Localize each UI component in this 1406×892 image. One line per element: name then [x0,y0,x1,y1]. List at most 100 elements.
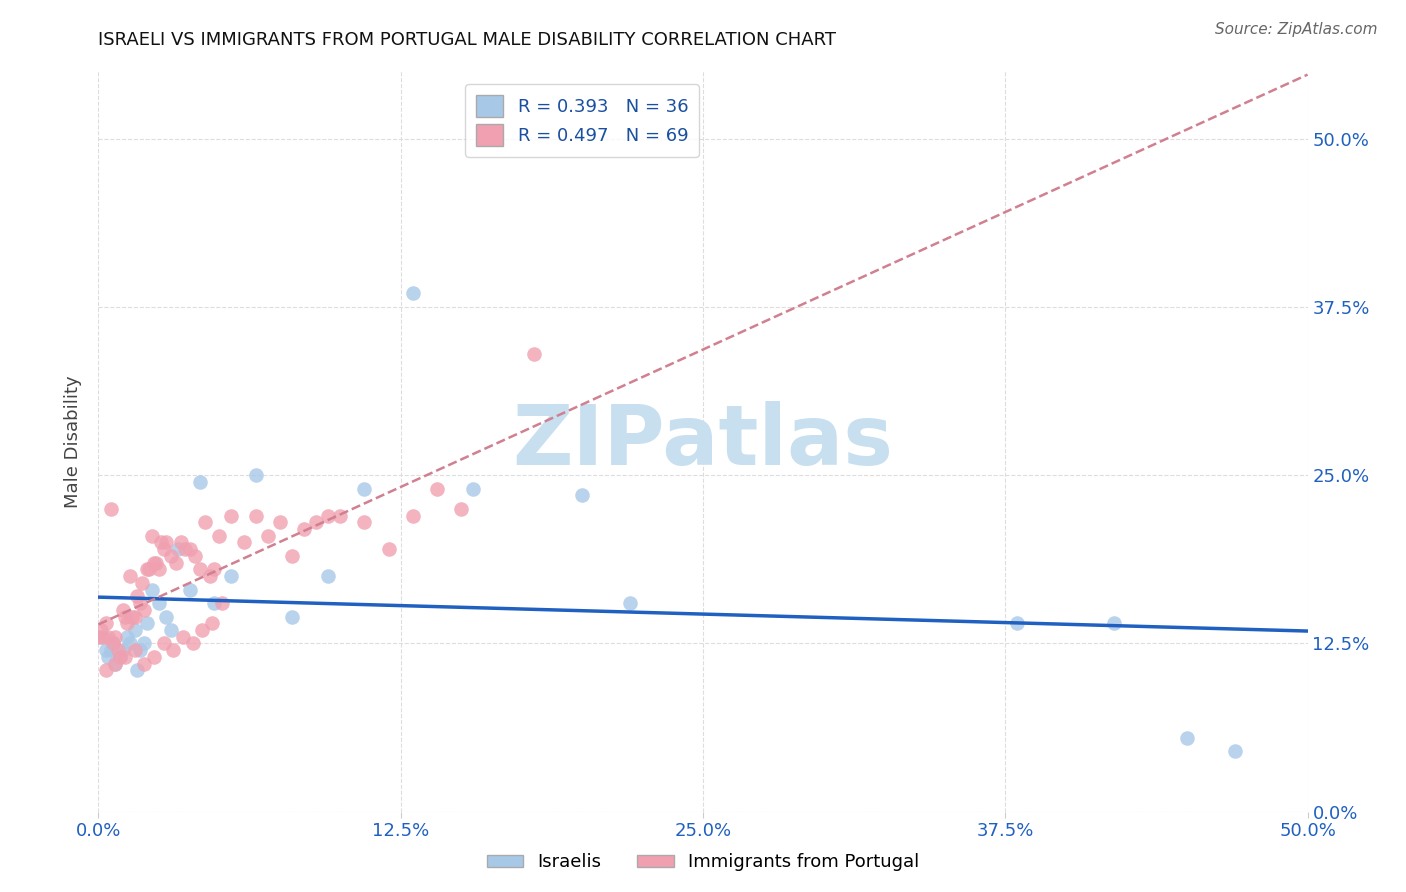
Point [111,643,134,657]
Point [124,623,146,637]
Point [221,508,243,523]
Point [292,522,315,536]
Point [281,549,304,563]
Point [114,649,136,664]
Point [188,475,211,489]
Point [134,657,156,671]
Legend: R = 0.393   N = 36, R = 0.497   N = 69: R = 0.393 N = 36, R = 0.497 N = 69 [465,84,699,157]
Point [134,636,156,650]
Point [128,643,150,657]
Point [104,657,127,671]
Point [1007,616,1029,631]
Point [179,582,201,597]
Point [150,535,173,549]
Point [172,630,194,644]
Point [141,582,163,597]
Point [138,562,160,576]
Point [402,508,425,523]
Point [87,630,110,644]
Point [111,603,134,617]
Text: ISRAELI VS IMMIGRANTS FROM PORTUGAL MALE DISABILITY CORRELATION CHART: ISRAELI VS IMMIGRANTS FROM PORTUGAL MALE… [98,31,837,49]
Legend: Israelis, Immigrants from Portugal: Israelis, Immigrants from Portugal [479,847,927,879]
Point [316,569,339,583]
Point [152,542,174,557]
Point [281,609,304,624]
Point [256,529,278,543]
Point [94,616,117,631]
Point [118,569,141,583]
Point [101,636,124,650]
Point [128,596,150,610]
Point [269,516,291,530]
Point [426,482,449,496]
Point [167,542,190,557]
Point [402,286,425,301]
Point [232,535,254,549]
Point [134,603,156,617]
Point [145,556,167,570]
Point [155,535,177,549]
Point [316,508,339,523]
Point [198,569,221,583]
Point [204,596,226,610]
Point [169,535,191,549]
Point [174,542,197,557]
Point [191,623,214,637]
Point [353,482,375,496]
Point [204,562,226,576]
Point [184,549,207,563]
Point [108,649,131,664]
Point [90,623,112,637]
Point [124,609,146,624]
Point [1102,616,1125,631]
Point [165,556,187,570]
Point [160,549,183,563]
Point [91,630,114,644]
Point [148,562,170,576]
Point [121,609,143,624]
Point [104,630,127,644]
Point [127,590,149,604]
Point [114,609,136,624]
Point [97,649,120,664]
Text: ZIPatlas: ZIPatlas [513,401,893,482]
Point [1175,731,1198,745]
Point [108,649,131,664]
Point [135,562,157,576]
Point [181,636,204,650]
Point [94,664,117,678]
Point [118,636,141,650]
Point [117,616,139,631]
Point [148,596,170,610]
Point [245,508,267,523]
Point [188,562,211,576]
Point [100,643,122,657]
Point [208,529,231,543]
Point [97,630,120,644]
Point [131,575,153,590]
Point [143,556,166,570]
Point [221,569,243,583]
Point [201,616,224,631]
Point [463,482,485,496]
Point [94,643,117,657]
Point [135,616,157,631]
Point [353,516,375,530]
Point [152,636,174,650]
Point [162,643,184,657]
Point [179,542,201,557]
Point [107,643,129,657]
Point [104,657,127,671]
Point [90,630,112,644]
Point [211,596,233,610]
Point [1223,744,1246,758]
Point [194,516,217,530]
Point [143,649,166,664]
Point [245,468,267,483]
Point [619,596,641,610]
Text: Source: ZipAtlas.com: Source: ZipAtlas.com [1215,22,1378,37]
Point [100,501,122,516]
Point [117,630,139,644]
Point [127,664,149,678]
Y-axis label: Male Disability: Male Disability [65,376,83,508]
